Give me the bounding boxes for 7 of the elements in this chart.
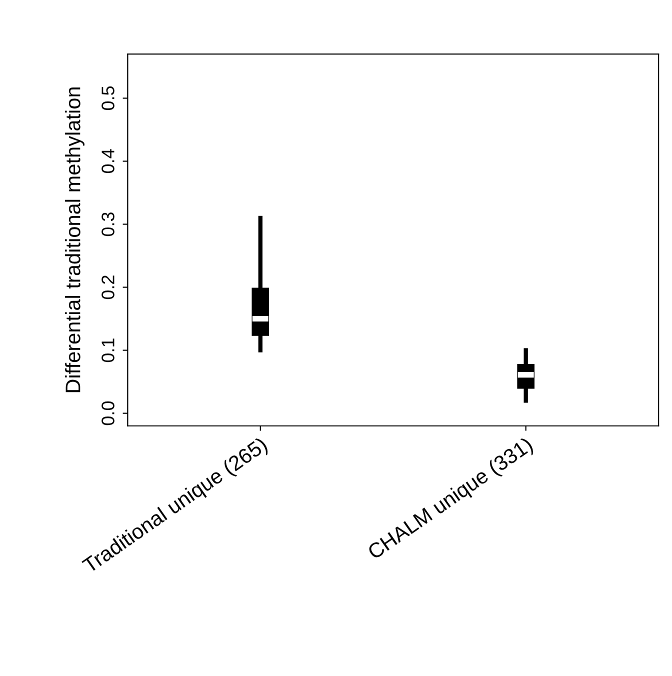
y-tick-label: 0.4 (102, 149, 114, 174)
y-tick-label: 0.5 (102, 86, 114, 110)
y-tick-label: 0.3 (102, 212, 114, 236)
y-tick-label: 0.2 (102, 276, 114, 300)
y-tick-label: 0.0 (102, 401, 114, 426)
y-axis-title: Differential traditional methylation (65, 87, 84, 392)
y-tick-label: 0.1 (102, 338, 114, 362)
